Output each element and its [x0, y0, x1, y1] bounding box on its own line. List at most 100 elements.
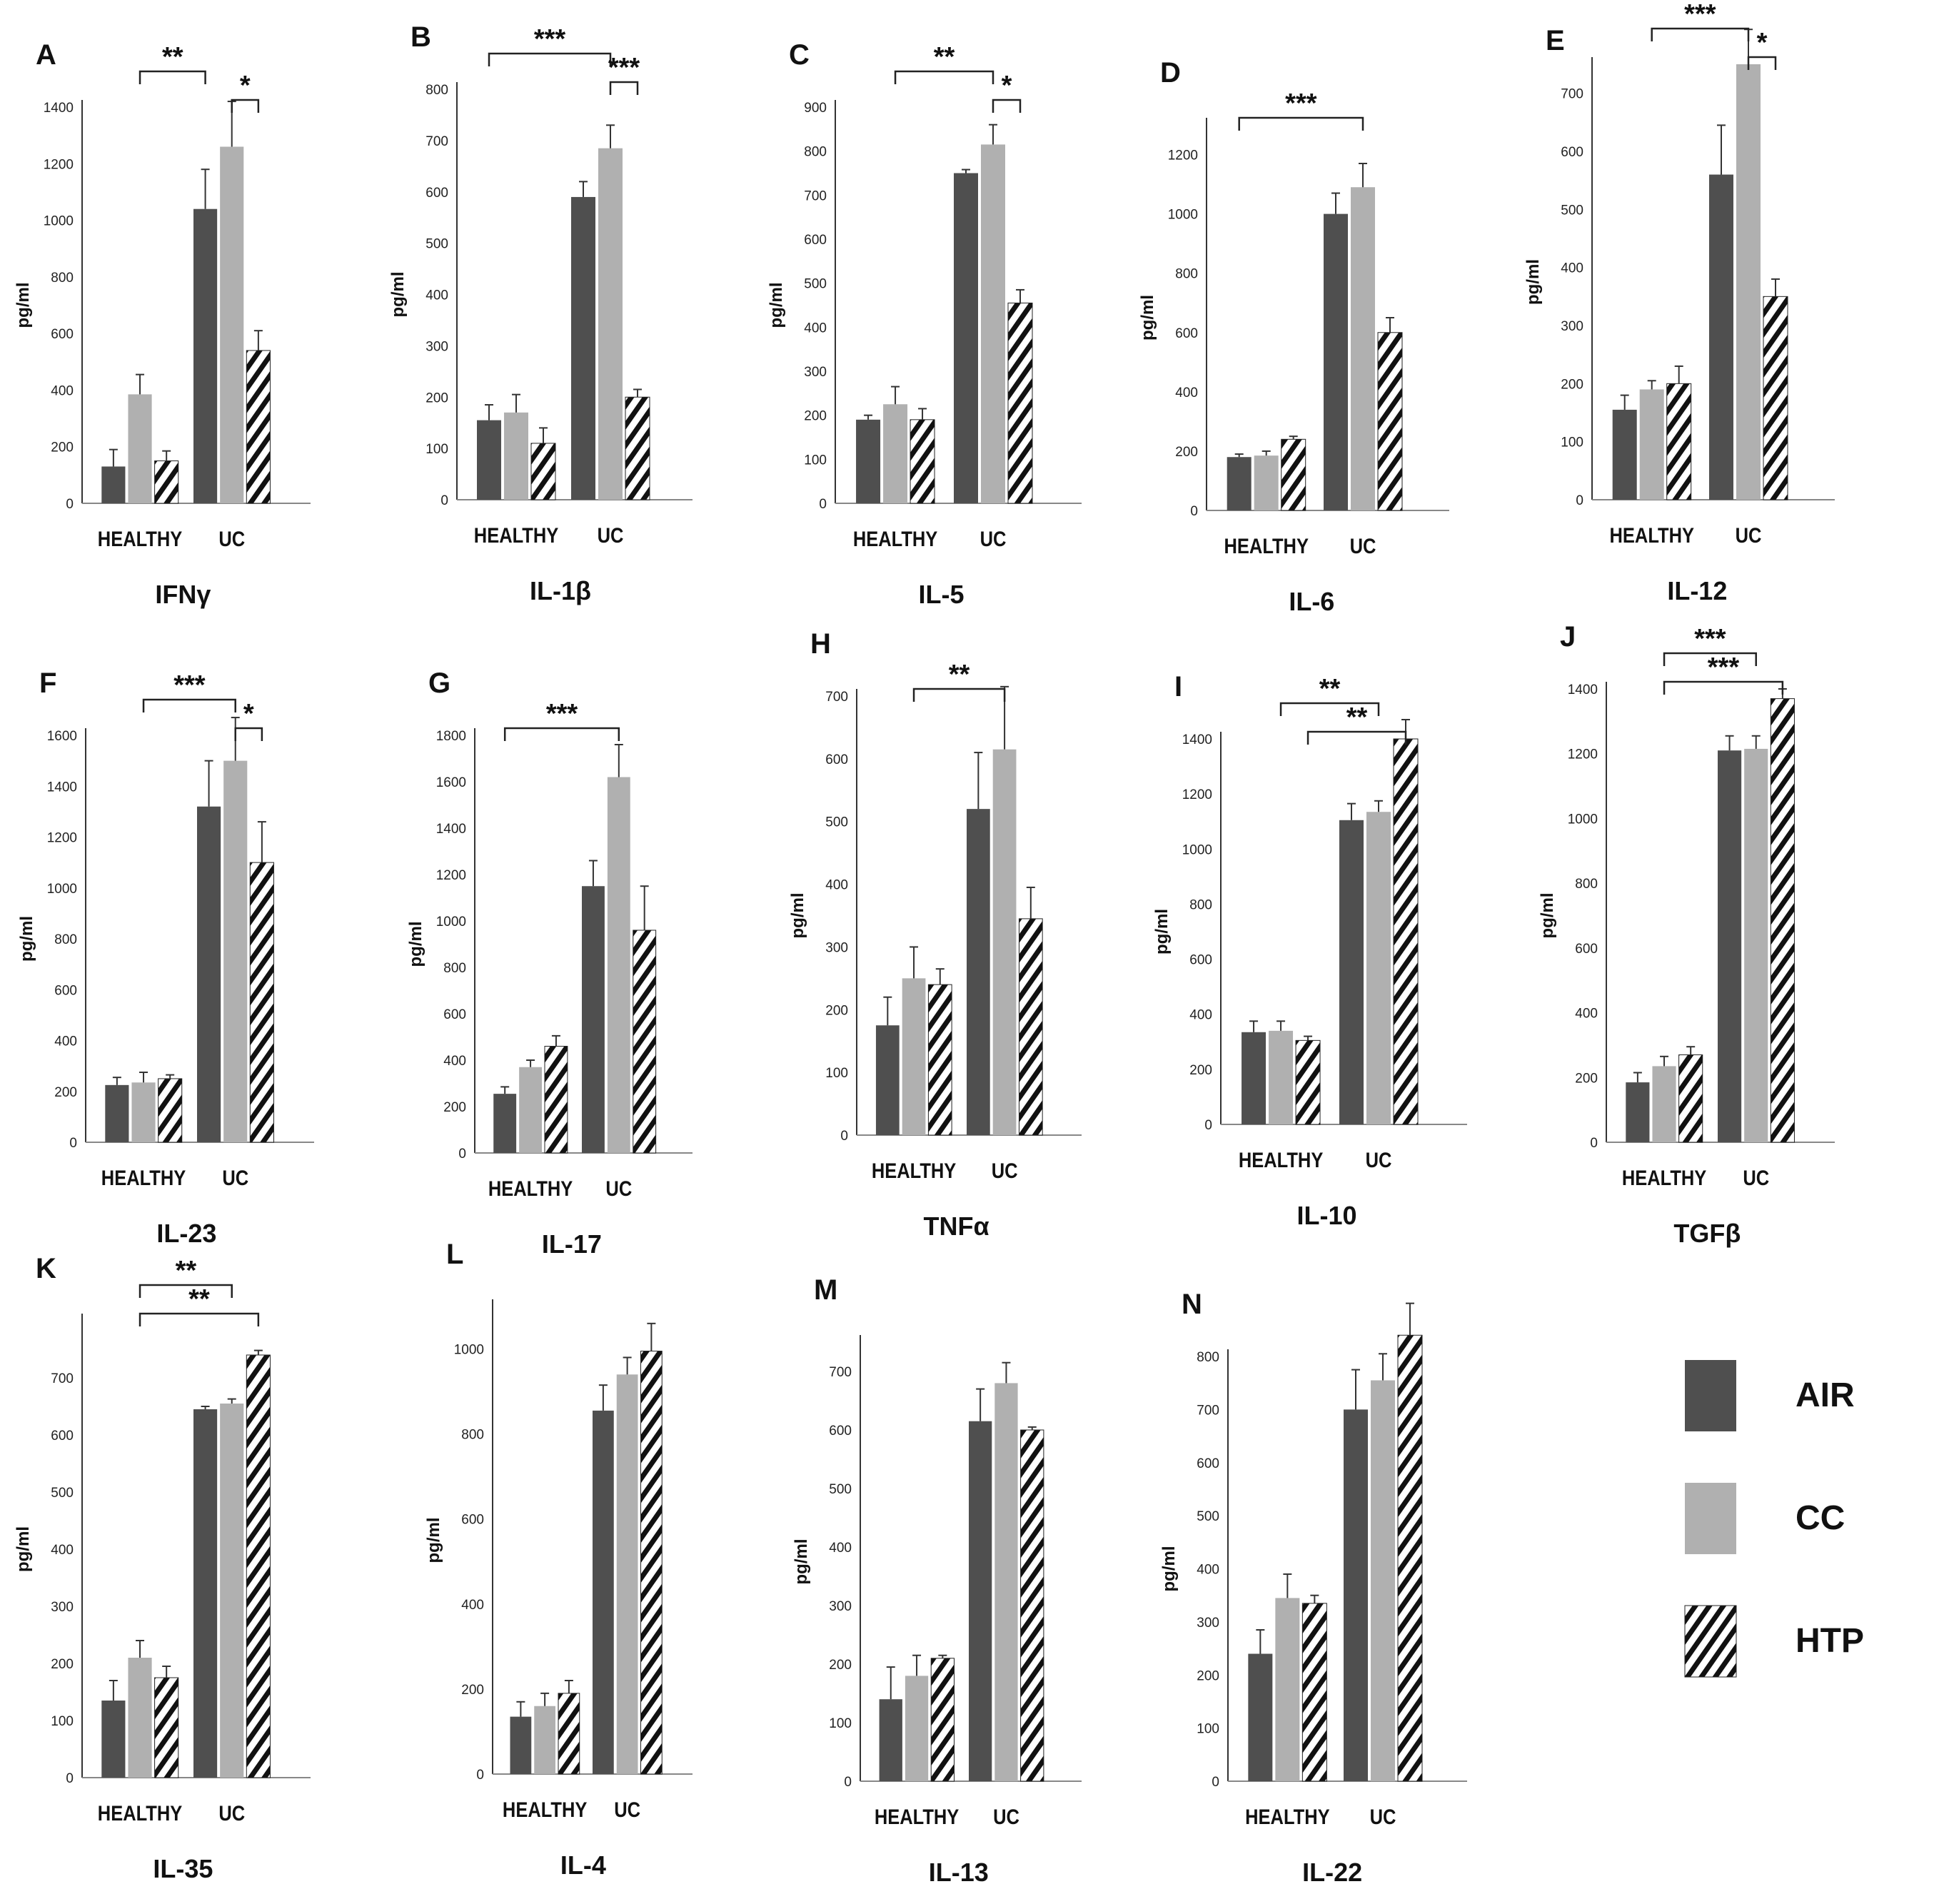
panel-C: C 0 100 200 300 400 500 600 700 800 900 pg/ml HEALTH…	[767, 39, 1082, 609]
bar-htp	[910, 419, 935, 504]
legend-label-air: AIR	[1796, 1376, 1855, 1414]
bar-cc	[519, 1067, 542, 1153]
bar-htp	[633, 930, 657, 1154]
y-tick-label: 600	[829, 1424, 852, 1439]
y-tick-label: 600	[443, 1007, 466, 1022]
significance-bracket	[139, 1284, 233, 1298]
y-tick-label: 300	[425, 339, 448, 354]
y-tick-label: 200	[51, 440, 74, 455]
bar-cc	[883, 404, 908, 503]
panel-M: M 0 100 200 300 400 500 600 700 pg/ml HEALTHY UC IL-…	[792, 1274, 1082, 1887]
bar-cc	[534, 1706, 555, 1774]
y-tick-label: 600	[51, 327, 74, 342]
y-tick-label: 400	[1197, 1563, 1219, 1578]
y-tick-label: 1000	[44, 214, 74, 229]
y-tick-label: 0	[1212, 1775, 1219, 1790]
bar-cc	[616, 1374, 638, 1774]
y-tick-label: 800	[1197, 1350, 1219, 1365]
x-category-label: HEALTHY	[503, 1798, 588, 1821]
y-tick-label: 1200	[44, 157, 74, 172]
significance-label: ***	[1285, 89, 1317, 119]
significance-label: *	[243, 699, 254, 729]
bar-air	[1242, 1032, 1266, 1124]
panel-letter: A	[36, 39, 56, 71]
bar-air	[1324, 213, 1348, 510]
y-tick-label: 600	[54, 983, 77, 998]
chart-title: IFNγ	[155, 580, 211, 609]
y-tick-label: 300	[1561, 319, 1583, 334]
significance-bracket	[503, 727, 620, 741]
y-tick-label: 300	[825, 940, 848, 955]
y-tick-label: 200	[1175, 445, 1198, 460]
y-tick-label: 500	[1561, 203, 1583, 218]
x-category-label: HEALTHY	[875, 1805, 960, 1828]
y-tick-label: 400	[804, 321, 827, 336]
bar-air	[954, 173, 978, 503]
bar-air	[571, 196, 595, 500]
y-tick-label: 900	[804, 101, 827, 116]
chart-title: IL-12	[1667, 576, 1727, 605]
x-category-label: HEALTHY	[1245, 1805, 1330, 1828]
bar-htp	[246, 1354, 271, 1778]
bar-air	[1248, 1653, 1273, 1781]
panel-G: G 0 200 400 600 800 1000 1200 1400 1600 1800 pg/ml H…	[406, 668, 693, 1259]
y-tick-label: 1400	[1568, 682, 1598, 697]
y-tick-label: 700	[425, 134, 448, 149]
x-category-label: UC	[1743, 1166, 1769, 1189]
x-category-label: UC	[222, 1166, 248, 1189]
bar-air	[477, 420, 501, 500]
bar-htp	[1393, 738, 1419, 1125]
significance-bracket	[992, 99, 1022, 113]
bar-cc	[220, 1404, 244, 1778]
panel-letter: G	[428, 668, 450, 699]
y-tick-label: 1000	[1182, 842, 1212, 857]
y-tick-label: 600	[1189, 953, 1212, 968]
significance-bracket	[609, 81, 639, 95]
significance-bracket	[488, 52, 612, 66]
panel-A: A 0 200 400 600 800 1000 1200 1400 pg/ml HEALTHY UC…	[14, 39, 311, 609]
bar-air	[969, 1421, 992, 1781]
x-category-label: UC	[614, 1798, 640, 1821]
x-category-label: UC	[605, 1177, 632, 1200]
y-tick-label: 1600	[436, 775, 466, 790]
chart-title: IL-35	[153, 1854, 213, 1883]
y-tick-label: 0	[1590, 1136, 1598, 1151]
y-tick-label: 600	[825, 752, 848, 767]
significance-label: **	[176, 1256, 197, 1286]
legend-swatch-air	[1685, 1360, 1736, 1431]
y-tick-label: 600	[1575, 942, 1598, 957]
bar-air	[1626, 1082, 1650, 1142]
y-axis-label: pg/ml	[424, 1518, 443, 1563]
panel-letter: K	[36, 1253, 56, 1284]
bar-htp	[158, 1078, 183, 1143]
bar-htp	[544, 1046, 568, 1154]
y-tick-label: 700	[829, 1365, 852, 1380]
y-tick-label: 200	[443, 1100, 466, 1115]
panel-L: L 0 200 400 600 800 1000 pg/ml HEALTHY UC IL-4	[424, 1239, 693, 1880]
panel-letter: L	[446, 1239, 463, 1270]
bar-cc	[1371, 1380, 1395, 1781]
chart-title: IL-6	[1289, 587, 1334, 616]
bar-air	[1612, 409, 1637, 500]
significance-label: ***	[1708, 653, 1740, 682]
bar-air	[593, 1410, 614, 1774]
y-tick-label: 500	[829, 1482, 852, 1497]
y-tick-label: 100	[1561, 435, 1583, 450]
bar-air	[193, 1409, 218, 1778]
y-axis-label: pg/ml	[792, 1539, 811, 1585]
significance-bracket	[1651, 27, 1750, 41]
y-tick-label: 1400	[1182, 732, 1212, 747]
bar-htp	[249, 862, 274, 1143]
y-axis-label: pg/ml	[1152, 909, 1172, 954]
y-tick-label: 600	[51, 1429, 74, 1444]
y-tick-label: 200	[1575, 1071, 1598, 1086]
panel-letter: N	[1182, 1289, 1202, 1320]
bar-air	[582, 886, 605, 1153]
panel-B: B 0 100 200 300 400 500 600 700 800 pg/ml HEALTHY UC…	[388, 21, 693, 605]
chart-title: IL-22	[1302, 1858, 1362, 1887]
y-tick-label: 1400	[436, 822, 466, 837]
x-category-label: UC	[993, 1805, 1019, 1828]
y-tick-label: 700	[51, 1371, 74, 1386]
y-tick-label: 400	[461, 1598, 484, 1613]
